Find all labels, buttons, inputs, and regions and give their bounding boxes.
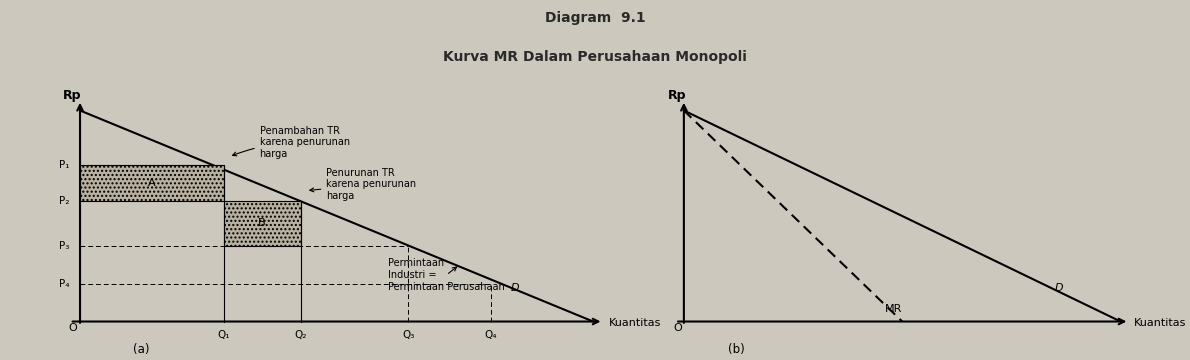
Text: Q₂: Q₂	[294, 330, 307, 340]
Text: MR: MR	[884, 304, 902, 314]
Text: Q₁: Q₁	[218, 330, 230, 340]
Text: Rp: Rp	[63, 89, 82, 102]
Text: Q₄: Q₄	[484, 330, 496, 340]
Text: P₁: P₁	[60, 160, 70, 170]
Text: O: O	[68, 323, 76, 333]
Text: B: B	[258, 219, 267, 228]
Text: A: A	[148, 178, 156, 188]
Text: O: O	[672, 323, 682, 333]
Text: P₂: P₂	[60, 196, 70, 206]
Text: Kuantitas: Kuantitas	[1134, 318, 1186, 328]
Text: Permintaan
Industri =
Permintaan Perusahaan: Permintaan Industri = Permintaan Perusah…	[388, 258, 505, 292]
Bar	[224, 201, 301, 246]
Text: D: D	[1056, 283, 1064, 293]
Text: D: D	[511, 283, 520, 293]
Text: P₄: P₄	[60, 279, 70, 288]
Text: Kuantitas: Kuantitas	[608, 318, 660, 328]
Bar	[80, 165, 224, 201]
Text: (b): (b)	[728, 343, 745, 356]
Text: P₃: P₃	[60, 240, 70, 251]
Text: (a): (a)	[133, 343, 150, 356]
Text: Penurunan TR
karena penurunan
harga: Penurunan TR karena penurunan harga	[309, 168, 416, 201]
Text: Penambahan TR
karena penurunan
harga: Penambahan TR karena penurunan harga	[232, 126, 350, 159]
Text: Q₃: Q₃	[402, 330, 414, 340]
Text: Rp: Rp	[668, 89, 687, 102]
Text: Diagram  9.1: Diagram 9.1	[545, 11, 645, 25]
Text: Kurva MR Dalam Perusahaan Monopoli: Kurva MR Dalam Perusahaan Monopoli	[443, 50, 747, 64]
